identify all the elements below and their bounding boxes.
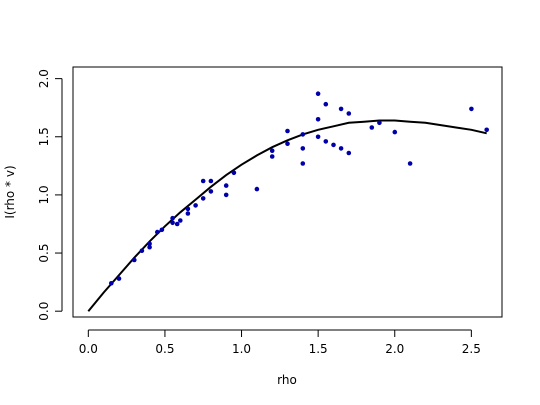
data-point <box>254 186 260 192</box>
data-point <box>109 281 114 286</box>
data-point <box>300 132 306 137</box>
y-tick-label: 0.5 <box>37 243 51 262</box>
data-point <box>139 248 145 253</box>
data-point <box>200 196 206 201</box>
data-point <box>469 106 474 112</box>
data-point <box>315 134 321 140</box>
data-point <box>369 125 375 130</box>
data-point <box>323 139 329 144</box>
x-axis-title: rho <box>277 373 297 387</box>
data-point <box>200 178 206 184</box>
data-point <box>185 206 191 212</box>
data-point <box>269 148 275 153</box>
data-points <box>109 91 490 286</box>
data-point <box>116 276 122 281</box>
data-point <box>285 128 290 134</box>
y-axis-title: I(rho * v) <box>3 165 17 218</box>
data-point <box>346 111 352 116</box>
data-point <box>223 183 229 188</box>
data-point <box>484 127 490 133</box>
data-point <box>185 211 191 216</box>
fit-line <box>87 119 487 312</box>
data-point <box>147 241 152 246</box>
data-point <box>300 146 306 151</box>
data-point <box>392 129 398 135</box>
data-point <box>315 117 321 122</box>
data-point <box>159 227 165 233</box>
x-tick-label: 2.5 <box>462 342 481 356</box>
data-point <box>346 150 352 156</box>
y-axis: 0.0 0.5 1.0 1.5 2.0 <box>37 69 63 321</box>
y-tick-label: 1.0 <box>37 185 51 204</box>
data-point <box>338 106 344 112</box>
x-tick-label: 1.5 <box>309 342 328 356</box>
data-point <box>178 218 183 223</box>
x-tick-label: 2.0 <box>385 342 404 356</box>
data-point <box>407 161 413 166</box>
data-point <box>155 229 160 235</box>
plot-box <box>72 66 503 318</box>
data-point <box>285 141 290 146</box>
data-point <box>170 215 175 221</box>
data-point <box>174 221 180 227</box>
data-point <box>300 161 306 166</box>
x-tick-label: 0.0 <box>79 342 98 356</box>
x-axis: 0.0 0.5 1.0 1.5 2.0 2.5 <box>79 329 481 356</box>
data-point <box>170 220 175 226</box>
data-point <box>338 146 344 151</box>
data-point <box>208 178 214 184</box>
data-point <box>315 91 321 96</box>
data-point <box>331 142 336 148</box>
data-point <box>147 244 152 250</box>
data-point <box>208 189 214 194</box>
data-point <box>377 120 382 126</box>
data-point <box>132 257 137 263</box>
data-point <box>193 203 198 208</box>
data-point <box>323 101 329 107</box>
y-tick-label: 1.5 <box>37 127 51 146</box>
y-tick-label: 0.0 <box>37 302 51 321</box>
data-point <box>231 170 237 176</box>
x-tick-label: 1.0 <box>232 342 251 356</box>
x-tick-label: 0.5 <box>155 342 174 356</box>
data-point <box>269 154 275 159</box>
data-point <box>223 192 229 198</box>
y-tick-label: 2.0 <box>37 69 51 88</box>
